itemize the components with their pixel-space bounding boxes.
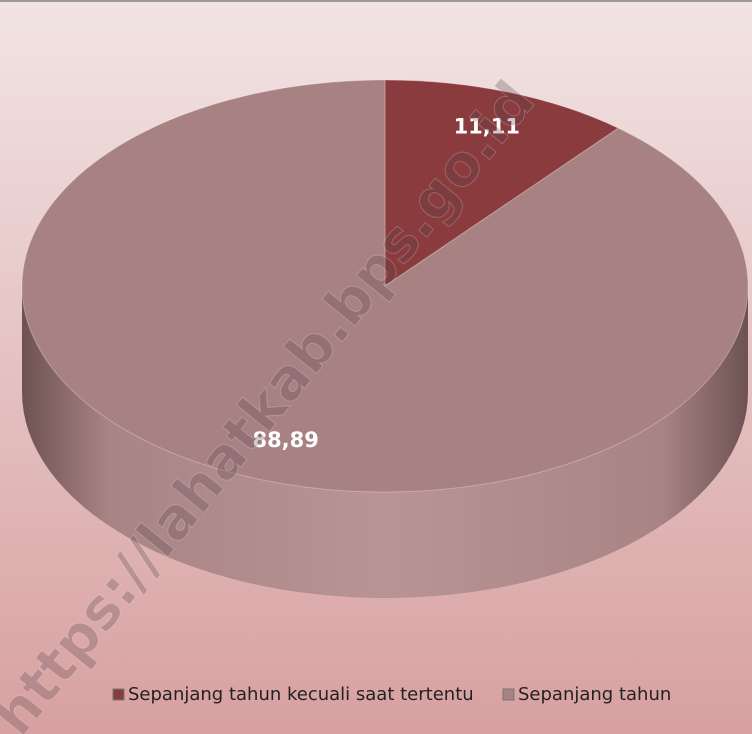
legend-label: Sepanjang tahun kecuali saat tertentu [128, 684, 474, 705]
legend-swatch [112, 688, 125, 701]
data-label: 88,89 [252, 428, 318, 452]
pie-slice [21, 79, 749, 493]
pie-side [22, 286, 748, 598]
pie-slice [384, 79, 620, 287]
legend-swatch [502, 688, 515, 701]
data-label: 11,11 [454, 114, 520, 138]
legend-label: Sepanjang tahun [518, 684, 671, 705]
